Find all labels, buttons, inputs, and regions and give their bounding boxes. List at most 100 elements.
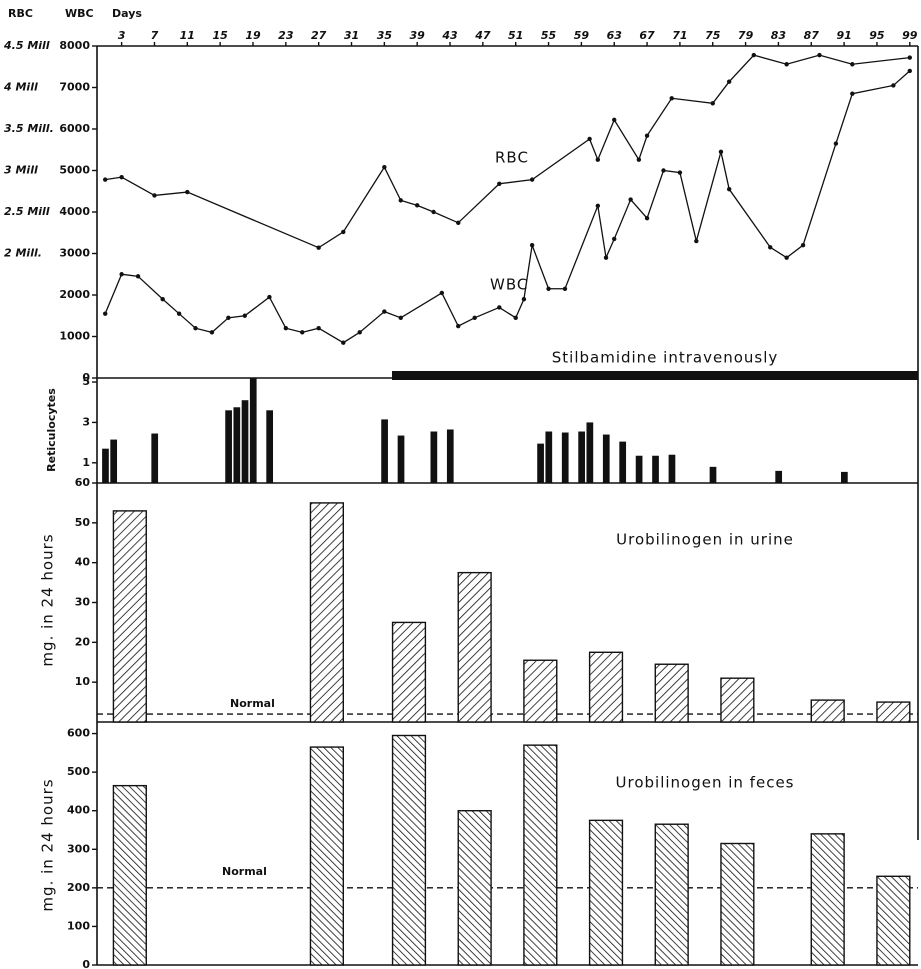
x-tick-label: 39 — [410, 29, 426, 42]
y-tick-label: 30 — [75, 596, 91, 609]
data-point — [546, 286, 551, 291]
x-tick-label: 99 — [902, 29, 918, 42]
y-axis-label: mg. in 24 hours — [39, 533, 57, 666]
data-point — [694, 238, 699, 244]
y-tick-label: 3000 — [59, 247, 90, 260]
x-tick-label: 11 — [180, 29, 195, 42]
y-tick-label: 8000 — [59, 39, 90, 52]
y-tick-label: 10 — [75, 675, 91, 688]
x-tick-label: 19 — [245, 29, 261, 42]
bar — [810, 699, 845, 723]
bar — [561, 432, 569, 483]
y-tick-label: 1000 — [59, 330, 90, 343]
treatment-bar — [392, 371, 918, 380]
bar — [586, 422, 594, 483]
x-tick-label: 55 — [541, 29, 557, 42]
x-tick-label: 79 — [738, 29, 754, 42]
bar — [457, 571, 492, 723]
data-point — [833, 141, 839, 146]
bar — [619, 441, 627, 483]
x-tick-label: 7 — [151, 29, 159, 42]
x-tick-label: 67 — [639, 29, 655, 42]
data-point — [103, 177, 108, 182]
data-point — [267, 294, 272, 300]
x-tick-label: 95 — [869, 29, 885, 42]
data-point — [382, 309, 387, 314]
x-tick-label: 51 — [508, 29, 523, 42]
data-point — [414, 203, 420, 208]
y-tick-label: 5 — [82, 375, 90, 388]
data-point — [768, 245, 773, 250]
y-tick-label: 2000 — [59, 288, 90, 301]
bar — [588, 651, 624, 723]
bar — [720, 842, 755, 966]
data-point — [907, 68, 912, 74]
bar — [523, 659, 558, 723]
data-point — [497, 305, 502, 310]
data-point — [628, 197, 633, 202]
data-point — [341, 340, 346, 345]
x-tick-label: 15 — [212, 29, 228, 42]
data-point — [160, 296, 165, 302]
bar — [151, 433, 159, 483]
x-tick-label: 27 — [311, 29, 327, 42]
y2-tick-label: 4 Mill — [3, 81, 38, 94]
y-tick-label: 7000 — [59, 81, 90, 94]
data-point — [661, 168, 666, 173]
series-label: WBC — [490, 276, 528, 294]
x-tick-label: 47 — [474, 29, 491, 42]
data-point — [644, 216, 650, 221]
data-point — [529, 177, 535, 182]
data-point — [800, 243, 806, 248]
y-tick-label: 20 — [75, 635, 91, 648]
series-line — [104, 70, 911, 344]
data-point — [612, 117, 617, 123]
data-point — [300, 330, 305, 335]
data-point — [677, 170, 683, 175]
y-tick-label: 1 — [82, 456, 90, 469]
bar — [457, 810, 492, 966]
data-point — [209, 330, 215, 335]
y-tick-label: 100 — [67, 919, 90, 932]
y-tick-label: 300 — [67, 842, 90, 855]
series-label: RBC — [495, 149, 529, 167]
data-point — [382, 164, 387, 170]
y-tick-label: 5000 — [59, 164, 90, 177]
data-point — [497, 181, 502, 186]
data-point — [603, 255, 609, 260]
data-point — [784, 62, 789, 67]
x-tick-label: 63 — [607, 29, 623, 42]
y-tick-label: 6000 — [59, 122, 90, 135]
data-point — [283, 326, 289, 331]
data-point — [850, 62, 855, 67]
y-tick-label: 600 — [67, 727, 90, 740]
x-tick-label: 3 — [118, 29, 126, 42]
data-point — [119, 272, 124, 277]
x-tick-label: 59 — [574, 29, 590, 42]
data-point — [726, 79, 732, 84]
bar — [102, 448, 109, 483]
data-point — [472, 315, 477, 321]
y-tick-label: 4000 — [59, 205, 90, 218]
data-point — [357, 330, 362, 335]
data-point — [185, 189, 190, 195]
x-tick-label: 43 — [441, 29, 458, 42]
x-axis-label: Days — [112, 7, 142, 20]
x-tick-label: 23 — [278, 29, 294, 42]
y-tick-label: 60 — [75, 476, 91, 489]
data-point — [529, 243, 535, 248]
data-point — [612, 236, 617, 242]
y2-axis-label: RBC — [8, 7, 33, 20]
y2-tick-label: 4.5 Mill — [3, 39, 50, 52]
bar — [430, 431, 438, 483]
y-axis-label: WBC — [65, 7, 94, 20]
y2-tick-label: 3 Mill — [4, 164, 38, 177]
bar — [391, 621, 427, 723]
panel-title: Urobilinogen in feces — [616, 774, 795, 792]
data-point — [751, 52, 756, 58]
bar — [381, 419, 388, 483]
data-point — [513, 315, 518, 321]
data-point — [439, 290, 445, 296]
